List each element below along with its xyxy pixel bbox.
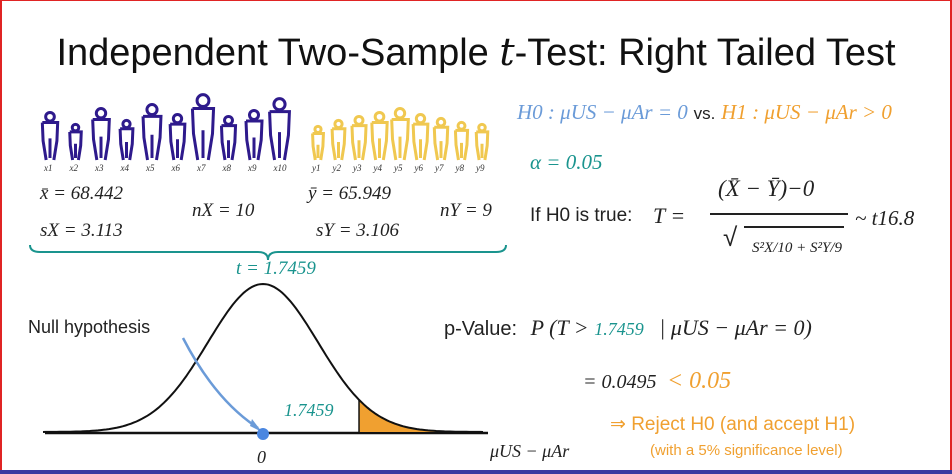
person-x-icon bbox=[268, 97, 291, 161]
sample-label: x5 bbox=[146, 163, 155, 173]
person-x-icon bbox=[190, 93, 216, 161]
sample-x-n: nX = 10 bbox=[192, 200, 255, 221]
person-x-icon bbox=[68, 122, 83, 161]
rejection-region bbox=[359, 399, 483, 432]
fraction-bar bbox=[710, 213, 848, 215]
bottom-bar bbox=[0, 470, 952, 474]
pvalue-expression: p-Value: P (T > 1.7459 | μUS − μAr = 0) bbox=[444, 315, 812, 341]
sample-y-n: nY = 9 bbox=[440, 200, 492, 221]
alpha-level: α = 0.05 bbox=[530, 150, 603, 174]
sample-x-silhouettes bbox=[40, 93, 291, 161]
sample-y-sd: sY = 3.106 bbox=[316, 220, 400, 241]
t-statistic-label: t = 1.7459 bbox=[236, 258, 316, 279]
null-arrow-head bbox=[250, 419, 262, 432]
sample-label: x10 bbox=[273, 163, 287, 173]
null-hypothesis-label: Null hypothesis bbox=[28, 317, 151, 337]
sample-x-mean: x̄ = 68.442 bbox=[40, 183, 124, 204]
sample-label: x4 bbox=[120, 163, 130, 173]
sample-brace bbox=[29, 244, 507, 261]
null-mean-dot bbox=[257, 428, 269, 440]
sqrt-symbol: √ bbox=[723, 222, 738, 252]
person-y-icon bbox=[474, 122, 490, 161]
test-statistic-lhs: T = bbox=[653, 203, 686, 228]
pvalue-expr-suffix: | μUS − μAr = 0) bbox=[659, 315, 812, 340]
sample-label: y5 bbox=[394, 163, 403, 173]
null-hypothesis: H0 : μUS − μAr = 0 bbox=[517, 100, 688, 124]
pvalue-result: = 0.0495 bbox=[583, 371, 657, 393]
sample-label: y1 bbox=[312, 163, 321, 173]
pvalue-cutoff: 1.7459 bbox=[594, 319, 644, 339]
person-y-icon bbox=[432, 116, 450, 161]
sqrt-overline bbox=[744, 226, 844, 228]
person-y-icon bbox=[350, 114, 368, 161]
null-distribution-curve bbox=[42, 282, 484, 433]
pvalue-result-row: = 0.0495 < 0.05 bbox=[583, 368, 731, 395]
conclusion-line2: (with a 5% significance level) bbox=[650, 442, 843, 459]
conclusion-line1: ⇒ Reject H0 (and accept H1) bbox=[610, 414, 856, 435]
cutoff-label: 1.7459 bbox=[284, 400, 334, 420]
alternative-hypothesis: H1 : μUS − μAr > 0 bbox=[721, 100, 892, 124]
sample-y-silhouettes bbox=[311, 107, 490, 161]
test-statistic-denominator: S²X/10 + S²Y/9 bbox=[752, 240, 842, 256]
sample-label: y4 bbox=[373, 163, 383, 173]
person-x-icon bbox=[168, 112, 187, 161]
person-y-icon bbox=[311, 124, 326, 161]
sample-label: x9 bbox=[248, 163, 257, 173]
person-y-icon bbox=[330, 118, 347, 161]
sample-label: y3 bbox=[353, 163, 362, 173]
test-statistic-numerator: (X̄ − Ȳ)−0 bbox=[718, 176, 815, 201]
person-x-icon bbox=[91, 107, 111, 161]
person-x-icon bbox=[244, 109, 264, 161]
sample-label: x1 bbox=[44, 163, 53, 173]
sample-label: y6 bbox=[414, 163, 424, 173]
pvalue-compare: < 0.05 bbox=[666, 368, 732, 394]
t-distribution-df: ~ t16.8 bbox=[855, 206, 915, 230]
pvalue-label: p-Value: bbox=[444, 318, 518, 340]
pvalue-expr-prefix: P (T > bbox=[530, 315, 589, 340]
person-x-icon bbox=[40, 110, 60, 161]
hypotheses: H0 : μUS − μAr = 0 vs. H1 : μUS − μAr > … bbox=[517, 100, 892, 125]
sample-label: x8 bbox=[222, 163, 232, 173]
person-y-icon bbox=[453, 120, 470, 161]
sample-label: x2 bbox=[69, 163, 79, 173]
versus-word: vs. bbox=[693, 104, 716, 123]
sample-label: y9 bbox=[476, 163, 485, 173]
person-y-icon bbox=[411, 112, 430, 161]
sample-label: y8 bbox=[455, 163, 465, 173]
sample-label: x6 bbox=[171, 163, 181, 173]
person-x-icon bbox=[141, 103, 163, 161]
sample-label: y2 bbox=[332, 163, 342, 173]
person-x-icon bbox=[219, 114, 238, 161]
zero-label: 0 bbox=[257, 447, 266, 467]
sample-label: x7 bbox=[197, 163, 206, 173]
null-arrow bbox=[181, 337, 259, 430]
slide-title: Independent Two-Sample t-Test: Right Tai… bbox=[56, 30, 896, 74]
person-y-icon bbox=[390, 107, 410, 161]
sample-label: x3 bbox=[95, 163, 104, 173]
sample-label: y7 bbox=[435, 163, 444, 173]
person-x-icon bbox=[118, 118, 135, 161]
person-y-icon bbox=[370, 110, 389, 161]
sample-y-mean: ȳ = 65.949 bbox=[308, 183, 392, 204]
axis-label: μUS − μAr bbox=[490, 441, 570, 461]
sample-x-sd: sX = 3.113 bbox=[40, 220, 123, 241]
test-statistic-lead: If H0 is true: bbox=[530, 205, 633, 226]
